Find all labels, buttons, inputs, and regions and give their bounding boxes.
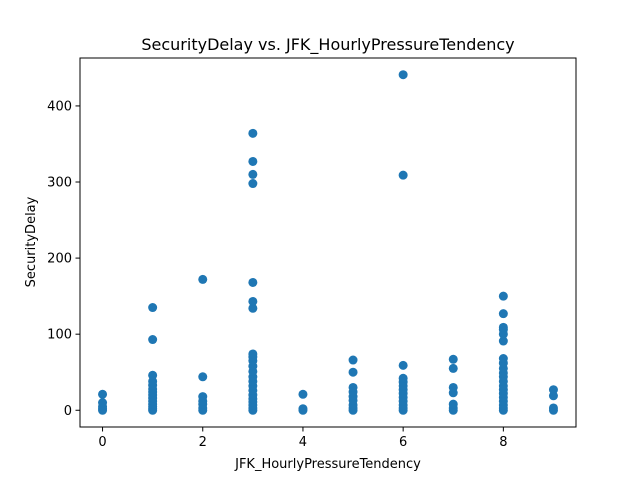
data-point <box>398 170 408 180</box>
data-point <box>298 389 308 399</box>
data-point <box>548 403 558 413</box>
x-axis-ticks: 0 2 4 6 8 <box>98 427 507 450</box>
data-point <box>248 277 258 287</box>
x-tick-label: 6 <box>399 435 407 450</box>
y-axis-ticks: 0 100 200 300 400 <box>47 99 80 419</box>
y-tick-label: 100 <box>47 328 72 343</box>
data-point <box>248 128 258 138</box>
data-point <box>498 354 508 364</box>
data-point <box>398 360 408 370</box>
data-point <box>98 398 108 408</box>
data-point <box>248 156 258 166</box>
chart-title: SecurityDelay vs. JFK_HourlyPressureTend… <box>141 35 514 55</box>
y-tick-label: 400 <box>47 99 72 114</box>
data-point <box>248 169 258 179</box>
x-tick-label: 0 <box>98 435 106 450</box>
y-tick-label: 200 <box>47 252 72 267</box>
data-point <box>198 372 208 382</box>
data-point <box>148 370 158 380</box>
data-point <box>198 274 208 284</box>
data-point <box>448 354 458 364</box>
data-points <box>98 70 558 415</box>
y-tick-label: 0 <box>64 404 72 419</box>
data-point <box>98 389 108 399</box>
data-point <box>348 355 358 365</box>
data-point <box>198 392 208 402</box>
data-point <box>348 382 358 392</box>
data-point <box>348 367 358 377</box>
data-point <box>448 399 458 409</box>
data-point <box>398 373 408 383</box>
y-axis-label: SecurityDelay <box>24 196 39 287</box>
y-tick-label: 300 <box>47 176 72 191</box>
data-point <box>398 70 408 80</box>
data-point <box>498 322 508 332</box>
data-point <box>448 382 458 392</box>
data-point <box>248 179 258 189</box>
data-point <box>148 335 158 345</box>
data-point <box>148 303 158 313</box>
data-point <box>448 363 458 373</box>
data-point <box>248 349 258 359</box>
x-tick-label: 2 <box>199 435 207 450</box>
x-axis-label: JFK_HourlyPressureTendency <box>234 457 421 472</box>
data-point <box>548 385 558 395</box>
x-tick-label: 8 <box>499 435 507 450</box>
data-point <box>248 296 258 306</box>
plot-frame <box>79 57 577 428</box>
data-point <box>498 309 508 319</box>
data-point <box>498 336 508 346</box>
data-point <box>298 404 308 414</box>
data-point <box>498 291 508 301</box>
x-tick-label: 4 <box>299 435 307 450</box>
data-point <box>248 303 258 313</box>
